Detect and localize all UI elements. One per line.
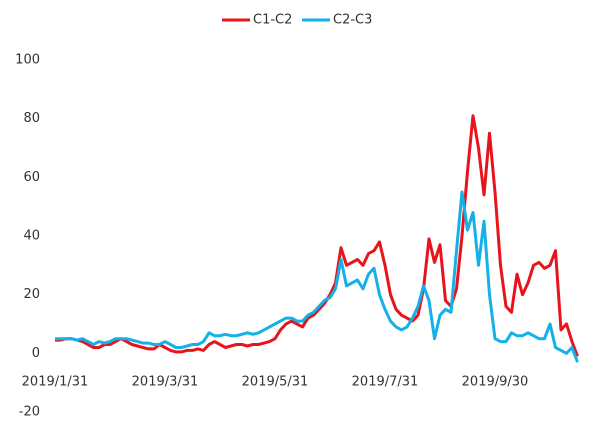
y-tick-label: 80	[23, 111, 40, 126]
y-tick-label: 0	[32, 346, 40, 361]
line-series	[55, 114, 579, 357]
x-tick-label: 2019/5/31	[242, 375, 309, 390]
x-tick-label: 2019/1/31	[22, 375, 89, 390]
x-tick-label: 2019/3/31	[132, 375, 199, 390]
line-series	[55, 190, 579, 363]
x-tick-label: 2019/9/30	[462, 375, 529, 390]
legend-label: C1-C2	[253, 13, 292, 28]
y-tick-label: 40	[23, 229, 40, 244]
y-tick-label: 60	[23, 170, 40, 185]
y-tick-label: 100	[15, 53, 40, 68]
x-tick-label: 2019/7/31	[352, 375, 419, 390]
y-tick-label: 20	[23, 287, 40, 302]
y-tick-label: -20	[19, 405, 40, 420]
legend-label: C2-C3	[333, 13, 372, 28]
